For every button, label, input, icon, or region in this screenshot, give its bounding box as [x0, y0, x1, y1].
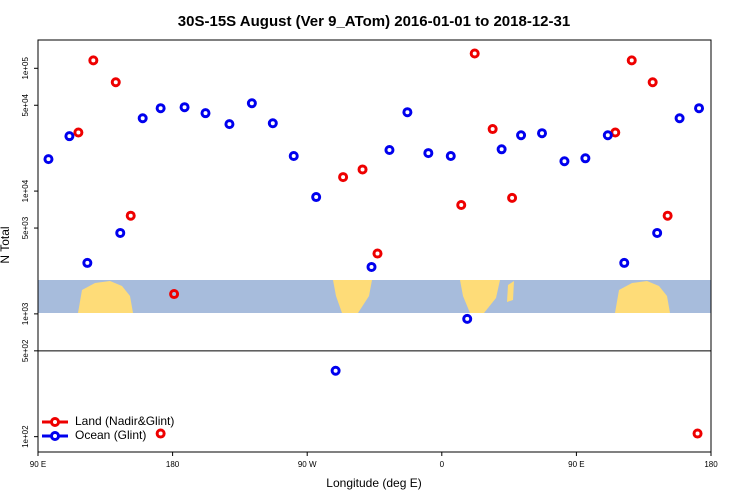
y-tick-label: 1e+03: [21, 302, 30, 325]
x-tick-label: 0: [440, 460, 445, 469]
point: [338, 172, 349, 183]
point: [496, 144, 507, 155]
point: [423, 148, 434, 159]
point: [692, 428, 703, 439]
map-strip: [38, 280, 711, 313]
y-tick-label: 1e+04: [21, 179, 30, 202]
point: [626, 55, 637, 66]
point: [372, 248, 383, 259]
chart-title: 30S-15S August (Ver 9_ATom) 2016-01-01 t…: [178, 13, 570, 30]
legend-label: Land (Nadir&Glint): [75, 414, 174, 428]
x-tick-label: 90 W: [298, 460, 317, 469]
point: [330, 365, 341, 376]
y-tick-label: 1e+02: [21, 425, 30, 448]
point: [357, 164, 368, 175]
y-tick-label: 5e+03: [21, 216, 30, 239]
point: [246, 98, 257, 109]
y-tick-label: 1e+05: [21, 57, 30, 80]
point: [445, 151, 456, 162]
point: [311, 192, 322, 203]
point: [602, 130, 613, 141]
point: [462, 313, 473, 324]
point: [64, 131, 75, 142]
point: [110, 77, 121, 88]
point: [662, 210, 673, 221]
point: [610, 127, 621, 138]
point: [537, 128, 548, 139]
point: [507, 192, 518, 203]
point: [155, 428, 166, 439]
y-tick-label: 5e+02: [21, 339, 30, 362]
plot-frame: [37, 39, 712, 453]
point: [267, 118, 278, 129]
point: [200, 108, 211, 119]
point: [487, 124, 498, 135]
legend-label: Ocean (Glint): [75, 428, 146, 442]
point: [469, 48, 480, 59]
point: [652, 227, 663, 238]
point: [647, 77, 658, 88]
x-tick-label: 180: [704, 460, 718, 469]
point: [155, 103, 166, 114]
point: [82, 257, 93, 268]
point: [43, 154, 54, 165]
point: [88, 55, 99, 66]
x-axis-label: Longitude (deg E): [326, 476, 421, 490]
point: [137, 113, 148, 124]
point: [694, 103, 705, 114]
point: [402, 107, 413, 118]
point: [516, 130, 527, 141]
point: [125, 210, 136, 221]
point: [224, 119, 235, 130]
point: [115, 227, 126, 238]
point: [580, 153, 591, 164]
point: [73, 127, 84, 138]
point: [288, 151, 299, 162]
point: [169, 289, 180, 300]
point: [456, 200, 467, 211]
x-tick-label: 180: [166, 460, 180, 469]
point: [559, 156, 570, 167]
legend-marker: [50, 431, 60, 441]
x-tick-label: 90 E: [30, 460, 46, 469]
y-tick-label: 5e+04: [21, 93, 30, 116]
point: [366, 261, 377, 272]
point: [619, 257, 630, 268]
y-axis-label: N Total: [0, 226, 12, 263]
legend-marker: [50, 417, 60, 427]
point: [179, 102, 190, 113]
point: [674, 113, 685, 124]
x-tick-label: 90 E: [568, 460, 584, 469]
point: [384, 145, 395, 156]
